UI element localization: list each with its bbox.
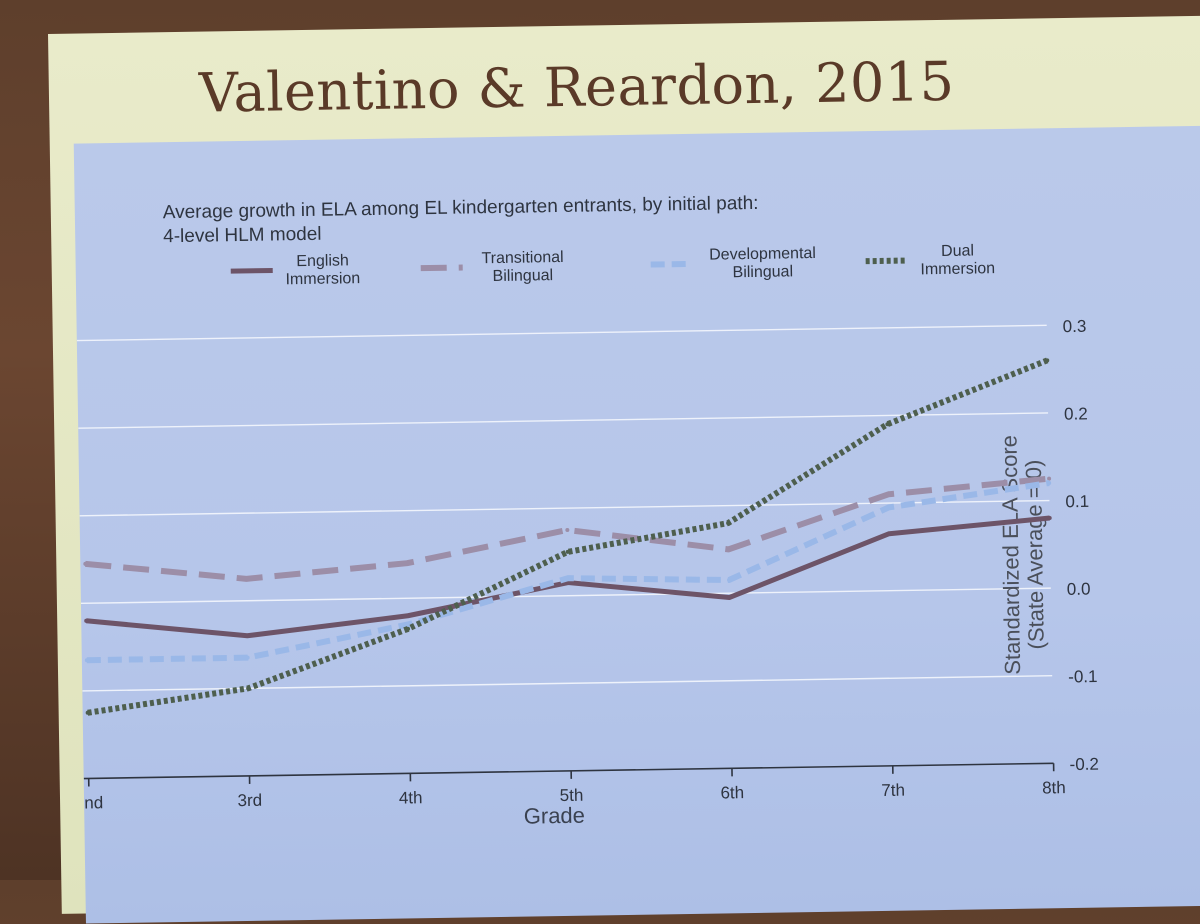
chart-subtitle: 4-level HLM model bbox=[163, 224, 322, 247]
y-tick-label: 0.0 bbox=[1067, 579, 1091, 598]
legend-label: Transitional bbox=[481, 249, 563, 267]
y-tick-label: 0.2 bbox=[1064, 404, 1088, 423]
y-tick-label: -0.1 bbox=[1068, 667, 1098, 686]
chart-title: Average growth in ELA among EL kindergar… bbox=[163, 193, 759, 223]
x-tick-label: 6th bbox=[720, 783, 744, 802]
data-point-transitional-bilingual bbox=[1047, 477, 1051, 481]
x-tick-label: 4th bbox=[399, 788, 423, 807]
legend-label: Dual bbox=[941, 242, 974, 260]
legend-label: Immersion bbox=[285, 270, 360, 288]
y-tick-label: -0.2 bbox=[1069, 755, 1099, 774]
gridline bbox=[77, 325, 1047, 340]
line-chart: Average growth in ELA among EL kindergar… bbox=[74, 125, 1200, 923]
x-axis-line bbox=[84, 763, 1054, 778]
y-axis-label-group: Standardized ELA Score(State Average = 0… bbox=[996, 435, 1049, 675]
series-line-dual-immersion bbox=[82, 360, 1052, 712]
legend-label: English bbox=[296, 252, 349, 270]
legend-label: Bilingual bbox=[732, 263, 793, 281]
x-tick-label: 3rd bbox=[237, 791, 262, 810]
legend-swatch bbox=[866, 261, 908, 262]
legend-swatch bbox=[651, 264, 693, 265]
presentation-slide: Valentino & Reardon, 2015 Average growth… bbox=[48, 16, 1200, 914]
legend-label: Developmental bbox=[709, 245, 816, 264]
legend-swatch bbox=[231, 270, 273, 271]
y-tick-label: 0.1 bbox=[1065, 492, 1089, 511]
legend-label: Bilingual bbox=[492, 267, 553, 285]
y-tick-label: 0.3 bbox=[1063, 317, 1087, 336]
gridline bbox=[81, 588, 1051, 603]
legend-swatch bbox=[421, 268, 463, 269]
x-axis-label: Grade bbox=[524, 803, 586, 829]
x-tick-label: 2nd bbox=[75, 793, 104, 812]
slide-title: Valentino & Reardon, 2015 bbox=[198, 48, 1099, 125]
x-tick-label: 8th bbox=[1042, 778, 1066, 797]
x-tick-label: 7th bbox=[881, 781, 905, 800]
data-point-transitional-bilingual bbox=[565, 528, 569, 532]
legend-label: Immersion bbox=[920, 260, 995, 278]
chart-panel: Average growth in ELA among EL kindergar… bbox=[74, 125, 1200, 923]
